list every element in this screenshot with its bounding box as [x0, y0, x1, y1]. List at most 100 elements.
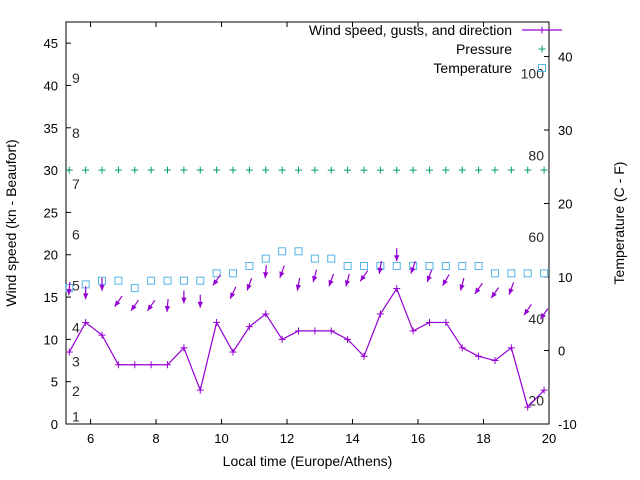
fahrenheit-label: 100: [521, 66, 545, 82]
wind-arrow: [279, 265, 285, 278]
y-tick-label: 0: [51, 417, 58, 432]
x-tick-label: 14: [345, 431, 359, 446]
wind-arrow: [312, 269, 318, 283]
y-axis-left: 0 5 10 15 20 25 30 35 40 45 Wind speed (kn - Beauf…: [3, 36, 71, 432]
y-tick-label: 5: [51, 375, 58, 390]
temperature-point: [523, 269, 532, 278]
wind-arrow: [66, 282, 72, 296]
series-wind-speed: [65, 285, 548, 411]
wind-arrow: [99, 277, 105, 291]
wind-arrow-head: [83, 293, 89, 300]
legend-label: Temperature: [433, 60, 512, 76]
temperature-point: [212, 269, 221, 278]
wind-arrow-head: [459, 284, 465, 291]
wind-arrow: [359, 270, 369, 282]
series-pressure: [65, 166, 548, 174]
x-tick-label: 12: [280, 431, 294, 446]
wind-arrow: [295, 277, 302, 291]
beaufort-label: 7: [72, 176, 80, 192]
beaufort-label: 2: [72, 383, 80, 399]
fahrenheit-label: 20: [528, 393, 544, 409]
y-tick-label: 30: [44, 163, 58, 178]
temperature-point: [179, 276, 188, 285]
temperature-point: [327, 254, 336, 263]
wind-arrow-head: [164, 305, 171, 312]
wind-arrow: [459, 277, 465, 291]
wind-arrow: [539, 308, 549, 320]
temperature-point: [310, 254, 319, 263]
beaufort-label: 3: [72, 354, 80, 370]
wind-arrow: [344, 273, 351, 287]
beaufort-label: 5: [72, 277, 80, 293]
y-tick-label: 10: [44, 332, 58, 347]
fahrenheit-label: 40: [528, 311, 544, 327]
temperature-point: [114, 276, 123, 285]
beaufort-label: 6: [72, 227, 80, 243]
temperature-point: [294, 247, 303, 256]
legend-sample-marker: [538, 64, 546, 72]
x-tick-label: 16: [411, 431, 425, 446]
series-temperature: [65, 247, 549, 293]
temperature-point: [359, 261, 368, 270]
wind-arrow-head: [230, 292, 236, 299]
wind-arrow: [474, 282, 483, 295]
temperature-point: [245, 261, 254, 270]
temperature-point: [392, 261, 401, 270]
y-tick-label: 20: [44, 248, 58, 263]
temperature-point: [490, 269, 499, 278]
wind-arrow-head: [426, 275, 432, 283]
series-wind-direction: [66, 248, 549, 320]
legend-label: Pressure: [456, 41, 512, 57]
y-tick-label: 40: [44, 78, 58, 93]
beaufort-label: 9: [72, 70, 80, 86]
beaufort-label: 4: [72, 320, 80, 336]
x-tick-label: 18: [476, 431, 490, 446]
y-tick-label: 35: [44, 121, 58, 136]
temperature-point: [474, 261, 483, 270]
fahrenheit-scale-labels: 20 40 60 80 100: [521, 66, 545, 409]
y2-tick-label: 0: [558, 344, 565, 359]
wind-arrow: [130, 299, 139, 312]
y2-axis-title: Temperature (C - F): [611, 162, 627, 285]
temperature-point: [261, 254, 270, 263]
wind-arrow-head: [410, 267, 416, 274]
wind-arrow-head: [181, 297, 187, 304]
fahrenheit-label: 80: [528, 147, 544, 163]
wind-arrow: [508, 282, 515, 295]
wind-arrow-head: [212, 279, 219, 286]
wind-arrow: [490, 287, 500, 299]
wind-arrow: [164, 298, 171, 313]
wind-arrow-head: [147, 304, 153, 311]
wind-arrow: [246, 278, 253, 291]
wind-arrow-head: [523, 308, 530, 316]
wind-arrow-head: [312, 275, 318, 283]
wind-arrow: [114, 295, 123, 307]
wind-arrow-head: [442, 279, 448, 286]
y-tick-label: 15: [44, 290, 58, 305]
y2-tick-label: -10: [558, 417, 577, 432]
y-tick-label: 25: [44, 205, 58, 220]
wind-arrow-head: [197, 301, 203, 308]
wind-arrow: [212, 274, 221, 286]
temperature-point: [278, 247, 287, 256]
x-tick-label: 10: [214, 431, 228, 446]
x-axis-title: Local time (Europe/Athens): [223, 453, 393, 469]
temperature-point: [196, 276, 205, 285]
wind-arrow-head: [491, 291, 497, 299]
x-tick-label: 6: [87, 431, 94, 446]
temperature-point: [441, 261, 450, 270]
legend-label: Wind speed, gusts, and direction: [309, 22, 512, 38]
wind-arrow-head: [279, 271, 285, 278]
wind-arrow: [377, 260, 383, 274]
x-tick-label: 20: [542, 431, 556, 446]
y-axis-title: Wind speed (kn - Beaufort): [3, 139, 19, 306]
wind-arrow: [229, 286, 237, 299]
temperature-point: [130, 284, 139, 293]
temperature-point: [540, 269, 549, 278]
temperature-point: [229, 269, 238, 278]
y-axis-right: -10 0 10 20 30 40 Temperature (C - F): [544, 50, 627, 432]
wind-arrow: [263, 265, 269, 279]
wind-speed-line: [68, 287, 545, 409]
